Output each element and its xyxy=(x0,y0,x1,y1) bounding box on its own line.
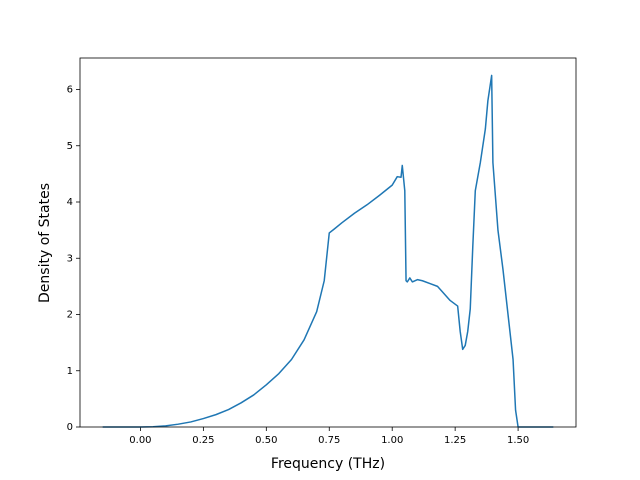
x-tick-label: 1.50 xyxy=(507,435,529,446)
y-tick-label: 0 xyxy=(67,422,73,433)
x-tick-label: 0.50 xyxy=(255,435,277,446)
x-tick-label: 0.25 xyxy=(192,435,214,446)
y-tick-label: 6 xyxy=(67,85,73,96)
y-tick-label: 1 xyxy=(67,366,73,377)
y-tick-label: 5 xyxy=(67,141,73,152)
y-tick-label: 2 xyxy=(67,310,73,321)
x-tick-label: 1.00 xyxy=(381,435,403,446)
y-tick-label: 4 xyxy=(67,197,73,208)
x-tick-label: 1.25 xyxy=(444,435,466,446)
y-tick-label: 3 xyxy=(67,253,73,264)
x-tick-label: 0.00 xyxy=(129,435,151,446)
line xyxy=(102,74,554,428)
y-axis-label: Density of States xyxy=(37,183,53,303)
x-axis-label: Frequency (THz) xyxy=(271,456,385,472)
x-tick-label: 0.75 xyxy=(318,435,340,446)
plot-frame xyxy=(79,57,577,428)
